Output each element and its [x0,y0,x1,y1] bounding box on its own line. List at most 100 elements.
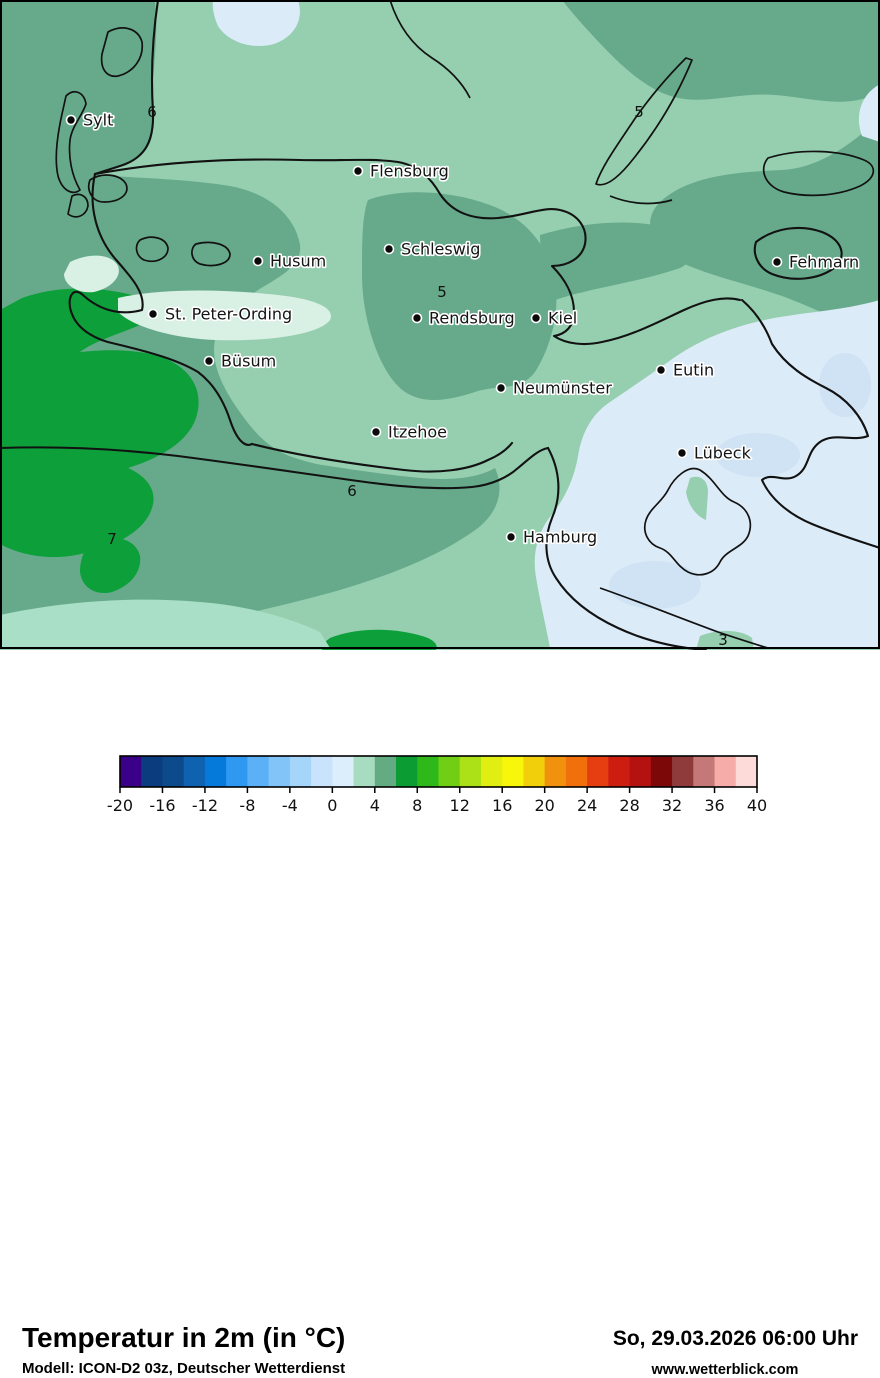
legend-segment--10 [226,756,248,787]
contour-label-5: 5 [437,283,447,301]
city-dot-Sylt [65,114,77,126]
region-green-patch-se-2 [696,630,754,650]
city-dot-Eutin [655,364,667,376]
region-medium-topright [562,0,880,102]
legend-segment-8 [417,756,439,787]
island-amrum [67,193,89,218]
regions-pale-blue [212,0,880,650]
region-medium-fehmarn [650,118,880,332]
city-label-Schleswig: Schleswig [401,240,480,259]
legend-tick-label--12: -12 [192,796,218,815]
legend-tick-label-16: 16 [492,796,512,815]
legend-segment--6 [268,756,291,787]
region-mint-stpeter [118,290,332,341]
legend-segment--20 [120,756,142,787]
city-dot-Hamburg [505,531,517,543]
coastline-jutland-west [93,0,160,176]
city-label-Husum: Husum [270,252,326,271]
map-svg: 6 5 5 6 7 3 Sylt Flensburg Schleswig Husum St. Pe… [0,0,880,650]
footer: Temperatur in 2m (in °C) Modell: ICON-D2… [0,650,880,1378]
city-dot-Fehmarn [771,256,783,268]
legend-tick-label-28: 28 [619,796,639,815]
legend-tick-label-20: 20 [534,796,554,815]
region-blue-deep-1 [716,433,800,477]
temperature-legend: -20 -16 -12 -8 -4 0 4 8 12 16 20 24 28 32 36 40 [0,745,880,830]
city-label-Lübeck: Lübeck [694,444,752,463]
contour-label-5: 5 [634,103,644,121]
legend-segment-26 [608,756,631,787]
legend-segment--8 [247,756,270,787]
legend-segment-0 [332,756,355,787]
legend-segment-10 [438,756,461,787]
city-label-Rendsburg: Rendsburg [429,309,515,328]
legend-segment-14 [480,756,503,787]
legend-segment--12 [204,756,227,787]
river-elbe-north [250,441,514,473]
legend-tick-label-12: 12 [450,796,470,815]
border-hamburg [643,467,752,576]
legend-tick-label-0: 0 [327,796,337,815]
coast-small-1 [609,195,673,205]
region-vivid-main [0,288,199,558]
legend-tick-label-4: 4 [370,796,380,815]
legend-frame [119,755,758,788]
city-dot-Rendsburg [411,312,423,324]
legend-tick-label-8: 8 [412,796,422,815]
region-blue-deep-3 [819,353,871,417]
legend-tick-label-36: 36 [704,796,724,815]
contour-label-3: 3 [718,631,728,649]
contour-label-6: 6 [347,482,357,500]
border-and-baltic-coast [93,158,742,346]
legend-segment--18 [141,756,163,787]
city-dot-St. Peter-Ording [147,308,159,320]
region-vivid-lobe [80,537,141,594]
contour-label-7: 7 [107,530,117,548]
city-dot-Neumünster [495,382,507,394]
legend-segment-36 [714,756,737,787]
city-label-Eutin: Eutin [673,361,714,380]
city-label-Neumünster: Neumünster [513,379,612,398]
legend-segment-6 [396,756,418,787]
region-blue-top [212,0,300,46]
region-medium-center [362,192,557,400]
legend-tick-label-40: 40 [747,796,767,815]
legend-tick-label-24: 24 [577,796,597,815]
island-top-left [100,27,144,78]
region-blue-southeast [534,300,880,648]
city-label-Büsum: Büsum [221,352,276,371]
legend-segment-16 [502,756,524,787]
city-label-Hamburg: Hamburg [523,528,597,547]
city-dot-Kiel [530,312,542,324]
city-dot-Schleswig [383,243,395,255]
region-medium-bridge [540,222,695,300]
river-elbe-south [0,446,550,490]
legend-segment-28 [629,756,652,787]
coastline-fehmarn-island [753,226,843,280]
legend-segment-18 [523,756,546,787]
legend-segment--2 [311,756,333,787]
city-dot-Lübeck [676,447,688,459]
legend-segment-24 [587,756,609,787]
city-label-St. Peter-Ording: St. Peter-Ording [165,305,292,324]
legend-tick-label--4: -4 [282,796,298,815]
coastline-eiderstedt [68,172,254,446]
legend-segment-38 [735,756,758,787]
region-green-patch-se-1 [686,476,708,520]
region-vivid-bottom [322,629,437,650]
legend-tick-label--20: -20 [107,796,133,815]
city-label-Flensburg: Flensburg [370,162,449,181]
city-label-Kiel: Kiel [548,309,577,328]
coast-flensburg-north [389,0,471,99]
region-mint-bottom [0,599,330,648]
website-label: www.wetterblick.com [651,1362,799,1378]
island-aeroe [762,150,875,197]
city-dot-Itzehoe [370,426,382,438]
regions-vivid-green [0,288,437,650]
legend-segment--4 [289,756,312,787]
legend-segment-34 [693,756,716,787]
city-dot-Flensburg [352,165,364,177]
region-blue-right-notch [858,84,880,142]
legend-segment-4 [374,756,397,787]
valid-datetime: So, 29.03.2026 06:00 Uhr [612,1327,858,1350]
map-frame [0,0,880,649]
